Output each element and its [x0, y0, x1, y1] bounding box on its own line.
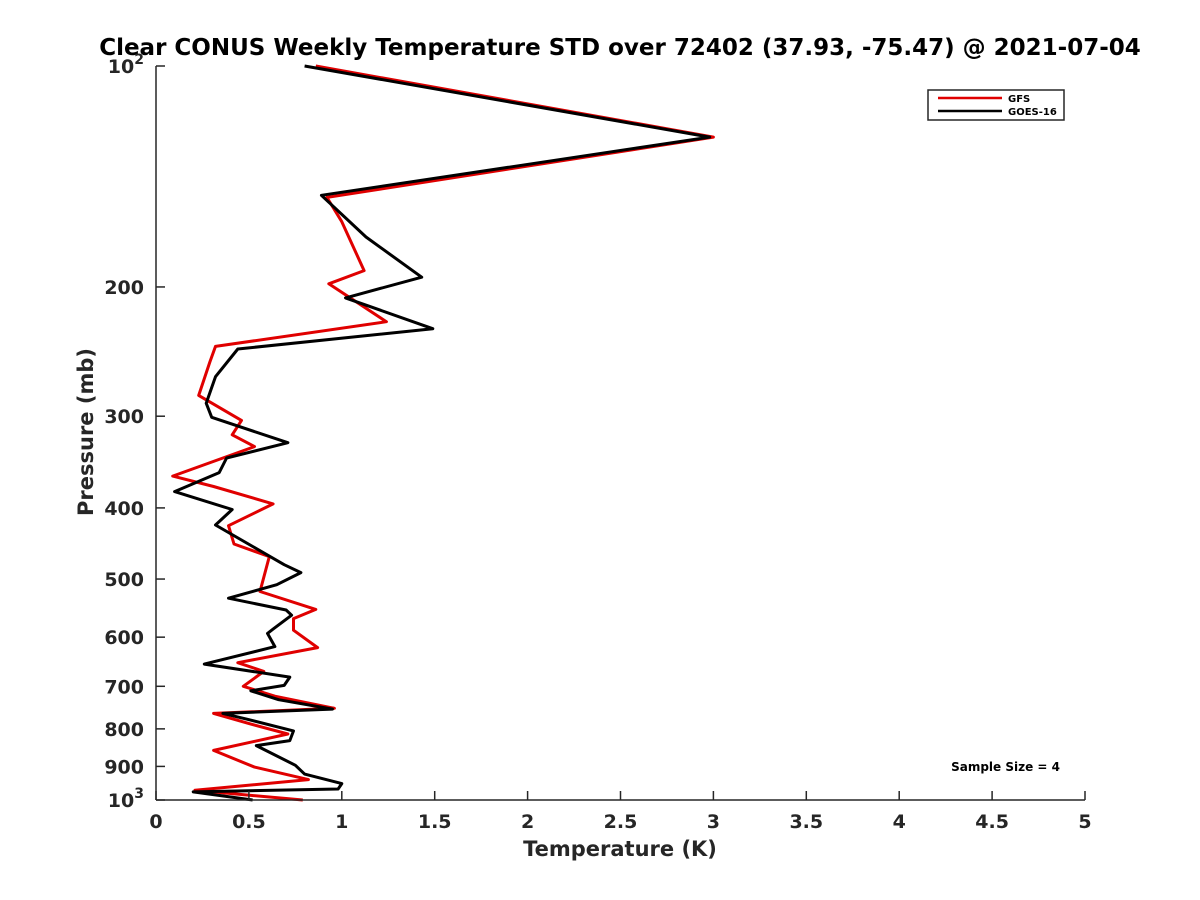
- chart-title: Clear CONUS Weekly Temperature STD over …: [99, 35, 1141, 61]
- legend-box: [927, 89, 1065, 121]
- y-tick-label: 200: [104, 277, 144, 299]
- axes: 0 0.5 1 1.5 2 2.5 3 3.5 4 4.5 5 102 200 300 400 500 600 7…: [104, 52, 1091, 833]
- legend: GFS GOES-16: [927, 89, 1065, 121]
- x-tick-label: 5: [1078, 811, 1091, 833]
- x-tick-label: 2.5: [604, 811, 638, 833]
- x-tick-label: 3: [707, 811, 720, 833]
- legend-label: GFS: [1008, 94, 1030, 105]
- y-tick-label: 700: [104, 676, 144, 698]
- sample-size-annotation: Sample Size = 4: [951, 760, 1060, 774]
- x-tick-label: 1.5: [418, 811, 452, 833]
- x-tick-label: 4: [893, 811, 906, 833]
- x-tick-label: 0.5: [232, 811, 266, 833]
- x-tick-label: 1: [335, 811, 348, 833]
- y-tick-label: 103: [108, 786, 144, 812]
- x-tick-label: 4.5: [975, 811, 1009, 833]
- x-axis-label: Temperature (K): [523, 837, 717, 861]
- y-tick-label: 300: [104, 406, 144, 428]
- series-line-goes-16: [173, 64, 712, 802]
- series-layer: [171, 64, 715, 802]
- y-tick-label: 500: [104, 569, 144, 591]
- x-tick-label: 2: [521, 811, 534, 833]
- y-tick-label: 900: [104, 756, 144, 778]
- y-tick-label: 800: [104, 719, 144, 741]
- legend-label: GOES-16: [1008, 107, 1057, 118]
- y-tick-label: 600: [104, 627, 144, 649]
- x-tick-label: 3.5: [789, 811, 823, 833]
- y-tick-label: 400: [104, 498, 144, 520]
- y-tick-label: 102: [108, 52, 144, 78]
- x-tick-label: 0: [149, 811, 162, 833]
- y-axis-label: Pressure (mb): [74, 348, 98, 516]
